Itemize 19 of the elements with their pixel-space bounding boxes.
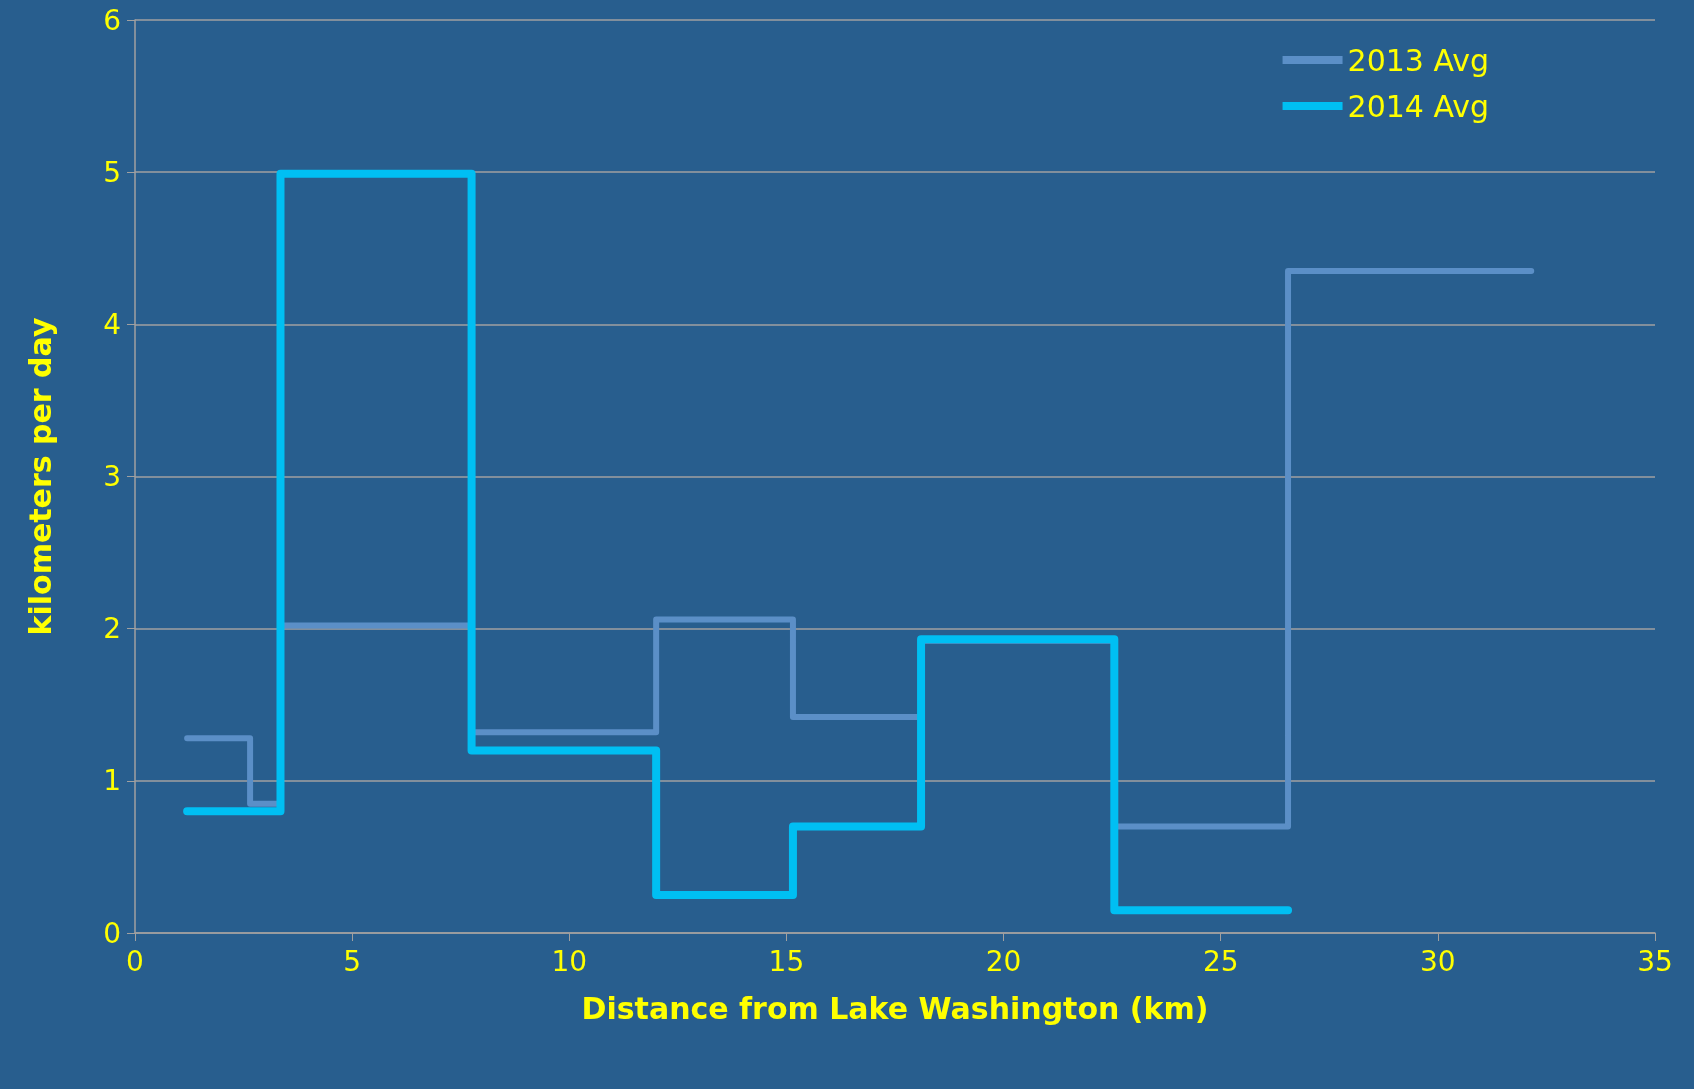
x-axis-title: Distance from Lake Washington (km) [581, 990, 1209, 1026]
x-tick-label: 30 [1420, 944, 1456, 978]
y-axis-title: kilometers per day [22, 317, 58, 636]
y-tick-label: 1 [103, 764, 121, 798]
y-tick-label: 0 [103, 916, 121, 950]
x-tick-label: 5 [343, 944, 362, 978]
x-tick-label: 35 [1637, 944, 1673, 978]
x-tick-label: 15 [768, 944, 805, 978]
y-tick-label: 4 [103, 307, 121, 341]
x-tick-label: 0 [126, 944, 144, 978]
x-tick-label: 10 [551, 944, 588, 978]
y-tick-label: 2 [103, 612, 121, 646]
y-tick-label: 5 [103, 155, 121, 189]
x-tick-label: 25 [1202, 944, 1239, 978]
legend-label: 2014 Avg [1347, 88, 1490, 124]
x-tick-label: 20 [985, 944, 1022, 978]
y-tick-label: 6 [103, 3, 121, 37]
y-tick-label: 3 [103, 460, 121, 493]
legend-label: 2013 Avg [1347, 42, 1490, 78]
